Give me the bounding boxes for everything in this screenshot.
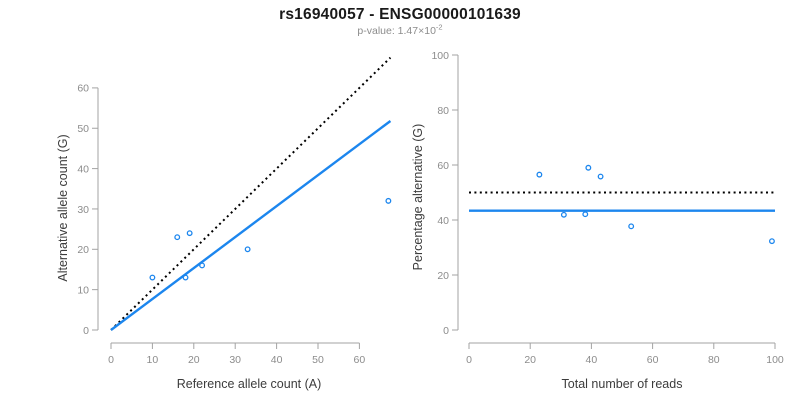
data-point [149,274,156,281]
data-point [385,197,392,204]
y-axis-title: Percentage alternative (G) [411,124,425,271]
pvalue-exponent: -2 [435,22,443,32]
x-tick-label: 20 [188,354,200,366]
data-point [768,238,775,245]
x-tick-label: 100 [766,354,784,366]
data-point [199,262,206,269]
data-point [560,211,567,218]
x-axis-title: Reference allele count (A) [177,377,322,391]
x-tick-label: 40 [271,354,283,366]
data-point [244,246,251,253]
identity-line [110,56,392,331]
y-tick-label: 20 [437,270,449,282]
y-tick-label: 30 [77,204,89,216]
y-tick-label: 40 [77,163,89,175]
x-tick-label: 20 [524,354,536,366]
y-tick-label: 60 [437,160,449,172]
y-axis-title: Alternative allele count (G) [56,134,70,281]
y-tick-label: 60 [77,83,89,95]
data-point [582,211,589,218]
data-point [182,274,189,281]
plot-subtitle: p-value: 1.47×10-2 [0,22,800,37]
x-tick-label: 80 [708,354,720,366]
y-tick-label: 40 [437,215,449,227]
x-tick-label: 10 [147,354,159,366]
y-tick-label: 100 [431,50,449,62]
x-tick-label: 0 [108,354,114,366]
x-tick-label: 60 [647,354,659,366]
data-point [186,230,193,237]
fitted-ratio-line [110,120,392,331]
pvalue-text: p-value: 1.47×10 [357,25,436,37]
x-tick-label: 0 [466,354,472,366]
y-tick-label: 0 [443,325,449,337]
x-tick-label: 30 [229,354,241,366]
data-point [536,171,543,178]
plot-title: rs16940057 - ENSG00000101639 [279,6,521,23]
y-tick-label: 50 [77,123,89,135]
y-tick-label: 10 [77,284,89,296]
data-point [585,164,592,171]
data-point [597,173,604,180]
y-tick-label: 0 [83,325,89,337]
x-tick-label: 40 [586,354,598,366]
data-point [628,223,635,230]
x-tick-label: 60 [354,354,366,366]
data-point [174,234,181,241]
x-tick-label: 50 [312,354,324,366]
x-axis-title: Total number of reads [562,377,683,391]
y-tick-label: 80 [437,105,449,117]
y-tick-label: 20 [77,244,89,256]
